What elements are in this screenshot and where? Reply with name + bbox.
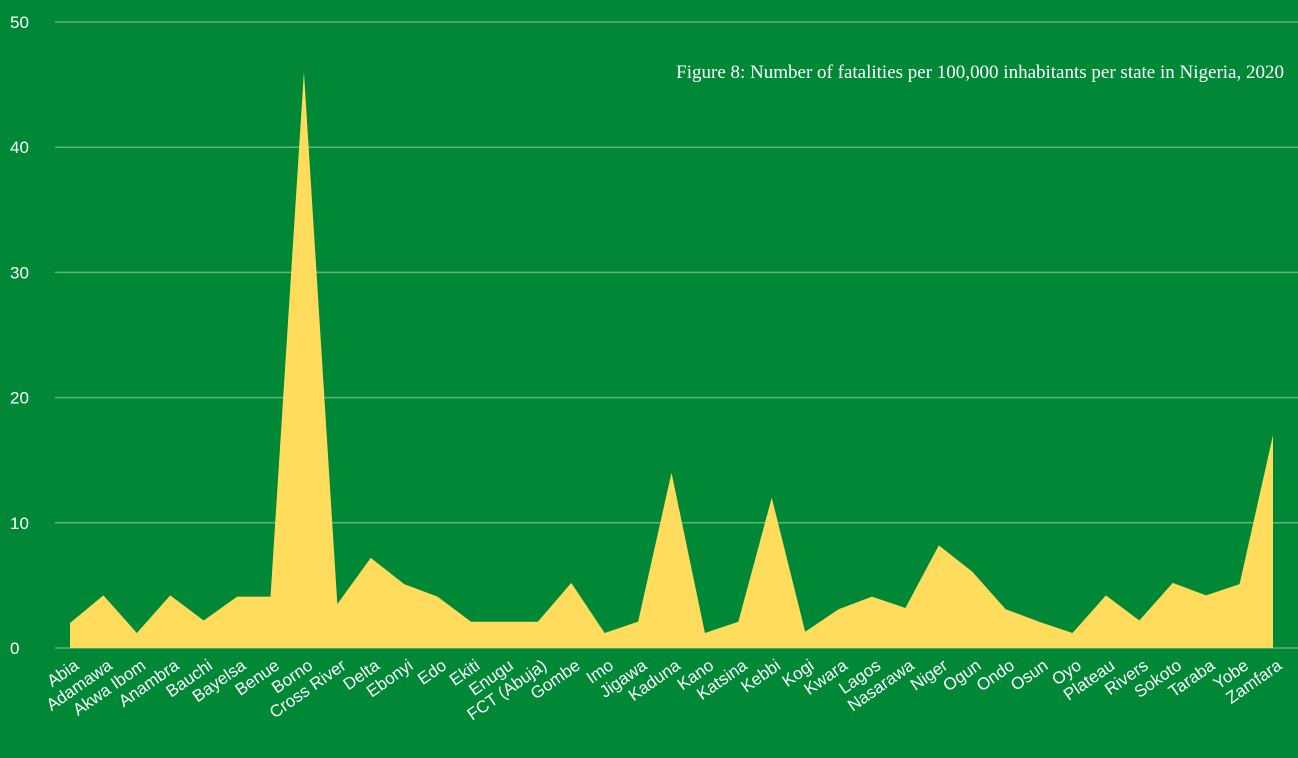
x-tick-label: Osun <box>1007 656 1051 695</box>
area-series <box>70 72 1273 648</box>
x-tick-label: Edo <box>414 656 450 689</box>
y-tick-label-20: 20 <box>10 389 29 408</box>
y-tick-label-10: 10 <box>10 514 29 533</box>
chart-title: Figure 8: Number of fatalities per 100,0… <box>676 62 1284 83</box>
y-tick-label-50: 50 <box>10 13 29 32</box>
x-tick-label: Kebbi <box>738 656 785 697</box>
y-tick-label-30: 30 <box>10 263 29 282</box>
y-tick-label-0: 0 <box>10 639 19 658</box>
y-axis-tick-labels: 0 10 20 30 40 50 <box>10 13 29 658</box>
y-tick-label-40: 40 <box>10 138 29 157</box>
